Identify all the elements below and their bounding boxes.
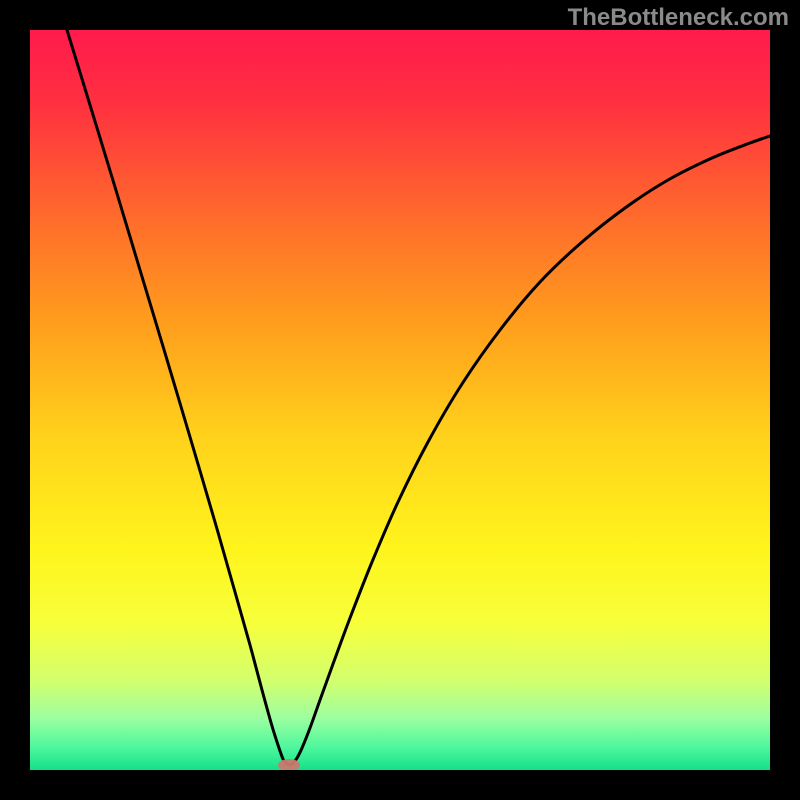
plot-area bbox=[30, 30, 770, 770]
bottleneck-curve bbox=[67, 30, 770, 765]
optimal-marker bbox=[278, 759, 300, 770]
chart-container: TheBottleneck.com bbox=[0, 0, 800, 800]
plot-svg bbox=[30, 30, 770, 770]
watermark-label: TheBottleneck.com bbox=[568, 4, 789, 32]
